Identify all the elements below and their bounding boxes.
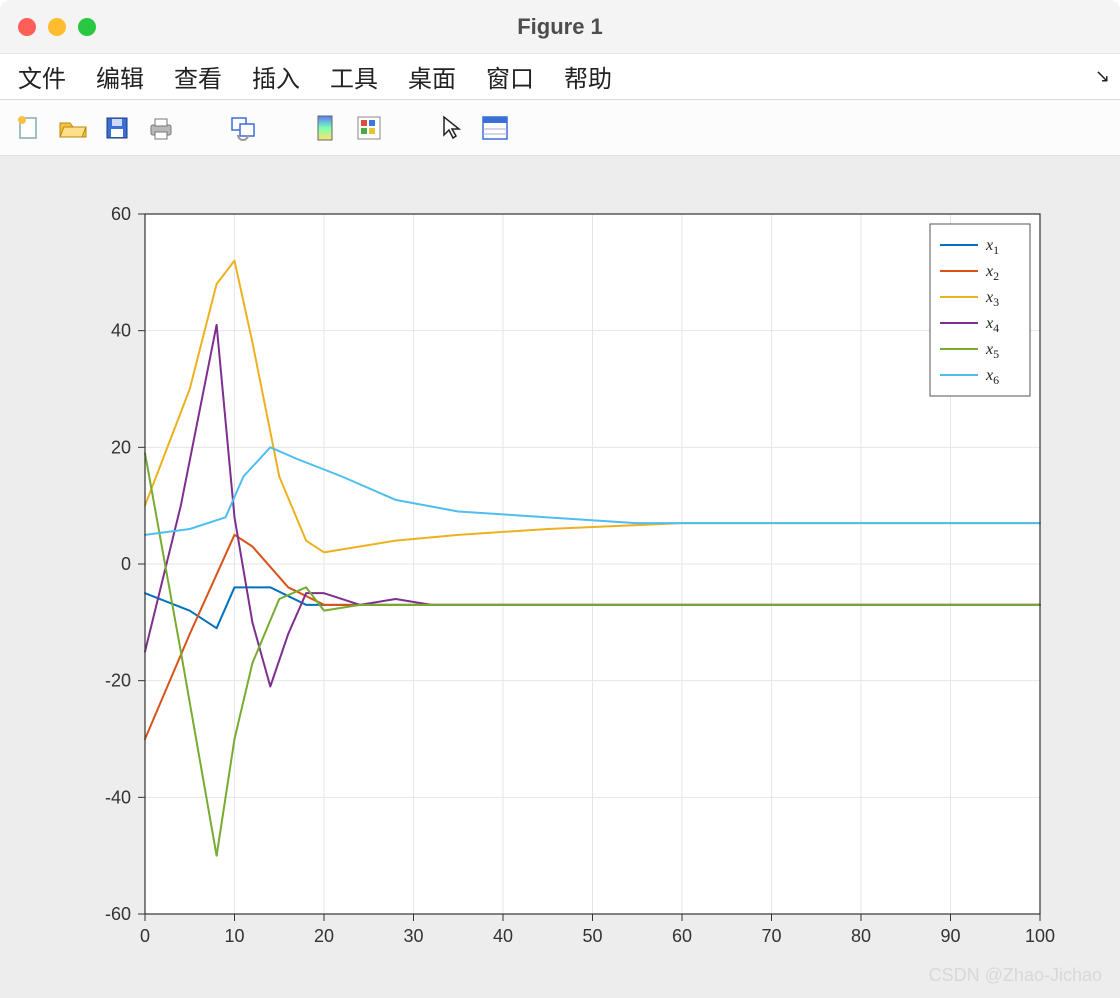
inspector-icon[interactable] [480,113,510,143]
colorbar-icon[interactable] [354,113,384,143]
menu-view[interactable]: 查看 [174,59,222,94]
menu-desktop[interactable]: 桌面 [408,59,456,94]
svg-text:20: 20 [314,926,334,946]
svg-text:10: 10 [224,926,244,946]
menu-tools[interactable]: 工具 [330,59,378,94]
svg-text:100: 100 [1025,926,1055,946]
svg-text:40: 40 [493,926,513,946]
svg-text:70: 70 [761,926,781,946]
titlebar: Figure 1 [0,0,1120,54]
svg-text:50: 50 [582,926,602,946]
figure-canvas: 0102030405060708090100-60-40-200204060x1… [0,156,1120,998]
svg-text:0: 0 [121,554,131,574]
svg-text:-40: -40 [105,787,131,807]
axes: 0102030405060708090100-60-40-200204060x1… [40,194,1080,979]
watermark: CSDN @Zhao-Jichao [929,965,1102,986]
window-title: Figure 1 [0,14,1120,40]
menubar: 文件 编辑 查看 插入 工具 桌面 窗口 帮助 ↘ [0,54,1120,100]
pointer-icon[interactable] [436,113,466,143]
svg-text:60: 60 [672,926,692,946]
toolbar [0,100,1120,156]
svg-text:0: 0 [140,926,150,946]
svg-text:90: 90 [940,926,960,946]
svg-text:80: 80 [851,926,871,946]
overflow-icon[interactable]: ↘ [1095,66,1110,87]
svg-text:30: 30 [403,926,423,946]
svg-text:40: 40 [111,321,131,341]
open-folder-icon[interactable] [58,113,88,143]
svg-text:20: 20 [111,437,131,457]
menu-file[interactable]: 文件 [18,59,66,94]
colormap-icon[interactable] [310,113,340,143]
svg-text:-60: -60 [105,904,131,924]
print-icon[interactable] [146,113,176,143]
svg-text:60: 60 [111,204,131,224]
figure-window: Figure 1 文件 编辑 查看 插入 工具 桌面 窗口 帮助 ↘ [0,0,1120,998]
menu-insert[interactable]: 插入 [252,59,300,94]
save-icon[interactable] [102,113,132,143]
link-icon[interactable] [228,113,258,143]
svg-text:-20: -20 [105,671,131,691]
new-file-icon[interactable] [14,113,44,143]
menu-help[interactable]: 帮助 [564,59,612,94]
line-chart: 0102030405060708090100-60-40-200204060x1… [40,194,1080,974]
menu-edit[interactable]: 编辑 [96,59,144,94]
menu-window[interactable]: 窗口 [486,59,534,94]
